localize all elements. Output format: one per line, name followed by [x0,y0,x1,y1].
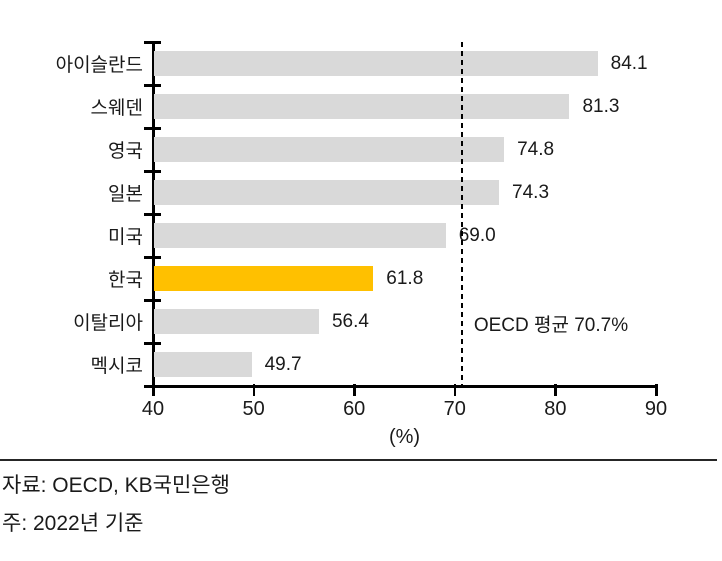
value-label: 56.4 [331,310,369,332]
category-label: 이탈리아 [73,313,143,334]
x-axis-tick [554,384,557,396]
bar-chart: 아이슬란드 84.1 스웨덴 81.3 영국 74.8 일본 74.3 미국 69.0 한국 61.8… [55,41,668,448]
category-label: 일본 [108,184,143,205]
y-axis-tick [144,342,161,345]
x-tick-label: 80 [544,398,567,420]
x-axis-tick [353,384,356,396]
y-axis-tick [144,84,161,87]
x-axis-line [147,385,657,388]
value-label: 84.1 [610,52,648,74]
footer-separator-line [0,459,717,461]
oecd-average-reference-line [460,42,463,386]
y-axis-tick [144,213,161,216]
value-label: 49.7 [264,353,302,375]
bar-highlight [154,266,374,291]
bar [154,223,446,248]
value-label: 74.8 [517,138,555,160]
y-axis-tick [144,127,161,130]
x-tick-label: 40 [141,398,165,420]
bar [154,137,505,162]
x-tick-label: 50 [242,398,265,420]
bar [154,94,570,119]
bar [154,309,319,334]
y-axis-line [152,42,155,396]
reference-line-label: OECD 평균 70.7% [473,315,629,336]
category-label: 아이슬란드 [55,55,143,76]
x-axis-tick [152,384,155,396]
value-label: 81.3 [582,95,620,117]
y-axis-tick [144,41,161,44]
x-axis-tick [252,384,256,396]
x-axis-title: (%) [388,426,421,448]
value-label: 74.3 [512,181,550,203]
x-axis-tick [655,384,658,396]
category-label: 멕시코 [90,356,143,377]
x-axis-tick [453,384,457,396]
source-note: 자료: OECD, KB국민은행 [2,474,230,497]
y-axis-tick [144,256,161,259]
x-tick-label: 90 [644,398,668,420]
value-label: 61.8 [386,267,424,289]
basis-note: 주: 2022년 기준 [2,512,144,535]
bar [154,180,500,205]
y-axis-tick [144,170,161,173]
x-tick-label: 70 [443,398,466,420]
category-label: 영국 [108,141,143,162]
category-label: 미국 [108,227,143,248]
bar [154,51,598,76]
bar [154,352,252,377]
x-tick-label: 60 [343,398,366,420]
y-axis-tick [144,299,161,302]
category-label: 한국 [108,270,143,291]
category-label: 스웨덴 [90,98,143,119]
value-label: 69.0 [458,224,496,246]
